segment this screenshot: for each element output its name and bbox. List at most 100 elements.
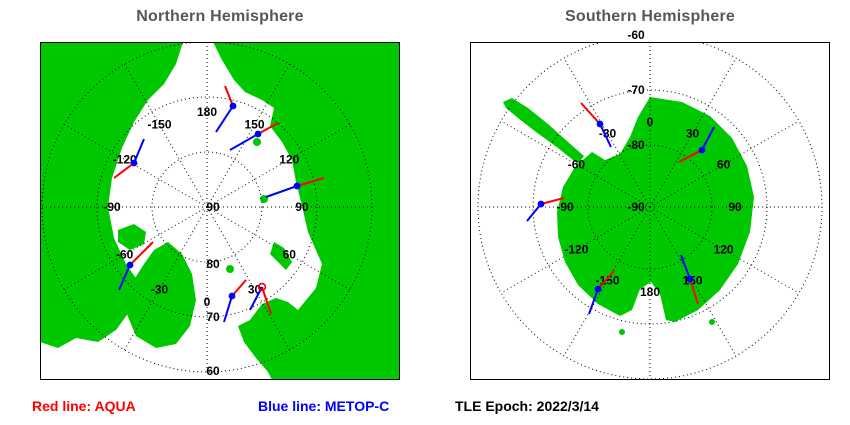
metop-c-track-line (599, 123, 612, 148)
metop-c-track-line (215, 105, 234, 133)
latitude-label: -90 (627, 200, 645, 214)
aqua-track-line (113, 162, 135, 179)
meridian-label: -150 (595, 274, 619, 288)
meridian-label: 180 (640, 285, 660, 299)
satellite-position-dot (254, 130, 262, 138)
land-mass (503, 98, 584, 164)
satellite-position-dot (130, 159, 138, 167)
graticule (41, 42, 373, 373)
island (619, 329, 625, 335)
satellite-position-dot (686, 275, 694, 283)
metop-c-track-line (229, 133, 259, 151)
latitude-label: -80 (627, 138, 645, 152)
aqua-track-line (231, 279, 247, 297)
meridian-label: 120 (279, 153, 299, 167)
satellite-position-dot (293, 182, 301, 190)
satellite-position-dot (229, 102, 237, 110)
land-layer (40, 42, 400, 380)
meridian-line (649, 120, 800, 208)
island (709, 319, 715, 325)
latitude-label: 80 (206, 257, 220, 271)
land-mass (118, 224, 146, 250)
metop-c-track-line (701, 126, 715, 151)
meridian-label: -60 (568, 158, 586, 172)
meridian-label: -90 (103, 200, 121, 214)
meridian-label: 90 (295, 200, 309, 214)
metop-c-track-line (133, 138, 145, 164)
meridian-label: -90 (556, 200, 574, 214)
meridian-label: 0 (204, 295, 211, 309)
meridian-label: 150 (244, 118, 264, 132)
meridian-label: -120 (564, 243, 588, 257)
metop-c-track-line (588, 288, 599, 315)
meridian-label: -30 (151, 282, 169, 296)
land-mass (40, 42, 183, 348)
legend-aqua-label: Red line: AQUA (32, 398, 136, 414)
meridian-label: 30 (686, 126, 700, 140)
meridian-line (563, 206, 651, 357)
land-mass (557, 97, 754, 322)
metop-c-track-line (223, 295, 233, 323)
satellite-position-dot (228, 292, 236, 300)
meridian-label: 90 (728, 200, 742, 214)
metop-c-track-line (526, 203, 542, 222)
meridian-line (649, 206, 800, 294)
latitude-label: -60 (627, 28, 645, 42)
latitude-ring (587, 144, 713, 270)
land-mass (270, 242, 292, 270)
metop-c-track-line (680, 254, 691, 280)
satellite-position-dot (126, 261, 134, 269)
aqua-track-line (224, 85, 234, 107)
meridian-line (124, 63, 208, 208)
latitude-label: 60 (206, 364, 220, 378)
aqua-track-line (261, 286, 272, 315)
north-hemisphere-map: 1801501209060300-30-60-90-120-1509080706… (40, 42, 400, 380)
metop-c-track-line (249, 286, 263, 311)
aqua-track-line (129, 241, 154, 266)
metop-c-track-line (118, 264, 131, 291)
land-mass (126, 242, 196, 348)
latitude-ring (477, 42, 823, 380)
meridian-label: 0 (647, 115, 654, 129)
latitude-ring (96, 96, 318, 318)
satellite-position-dot (537, 200, 545, 208)
aqua-track-line (257, 122, 279, 135)
satellite-markers (113, 85, 325, 323)
latitude-label: 90 (206, 200, 220, 214)
aqua-track-line (597, 270, 615, 290)
island (253, 138, 261, 146)
meridian-label: -150 (147, 118, 171, 132)
meridian-line (563, 57, 651, 208)
satellite-markers (526, 102, 715, 315)
map-border (470, 42, 830, 380)
north-map-title: Northern Hemisphere (136, 8, 304, 25)
aqua-track-line (678, 149, 703, 163)
aqua-track-line (689, 278, 699, 305)
meridian-label: 180 (197, 105, 217, 119)
meridian-label: 60 (717, 158, 731, 172)
tle-epoch-label: TLE Epoch: 2022/3/14 (455, 398, 599, 414)
graticule-labels: 0306090120150180-150-120-90-60-30-90-80-… (556, 28, 742, 299)
map-border (40, 42, 400, 380)
satellite-position-dot (698, 146, 706, 154)
land-layer (503, 97, 754, 335)
legend-metopc-label: Blue line: METOP-C (258, 398, 390, 414)
metop-c-track-line (265, 185, 298, 198)
south-hemisphere-map: 0306090120150180-150-120-90-60-30-90-80-… (470, 28, 830, 380)
graticule (477, 42, 823, 380)
latitude-label: -70 (627, 83, 645, 97)
aqua-track-line (580, 102, 601, 125)
latitude-ring (151, 151, 263, 263)
meridian-line (649, 57, 737, 208)
satellite-position-dot (594, 285, 602, 293)
meridian-line (649, 206, 737, 357)
satellite-position-dot (596, 120, 604, 128)
meridian-line (500, 120, 651, 208)
land-mass (213, 42, 400, 380)
satellite-position-circle (257, 282, 267, 292)
aqua-track-line (540, 197, 565, 205)
meridian-line (500, 206, 651, 294)
meridian-label: 120 (714, 243, 734, 257)
latitude-label: 70 (206, 310, 220, 324)
